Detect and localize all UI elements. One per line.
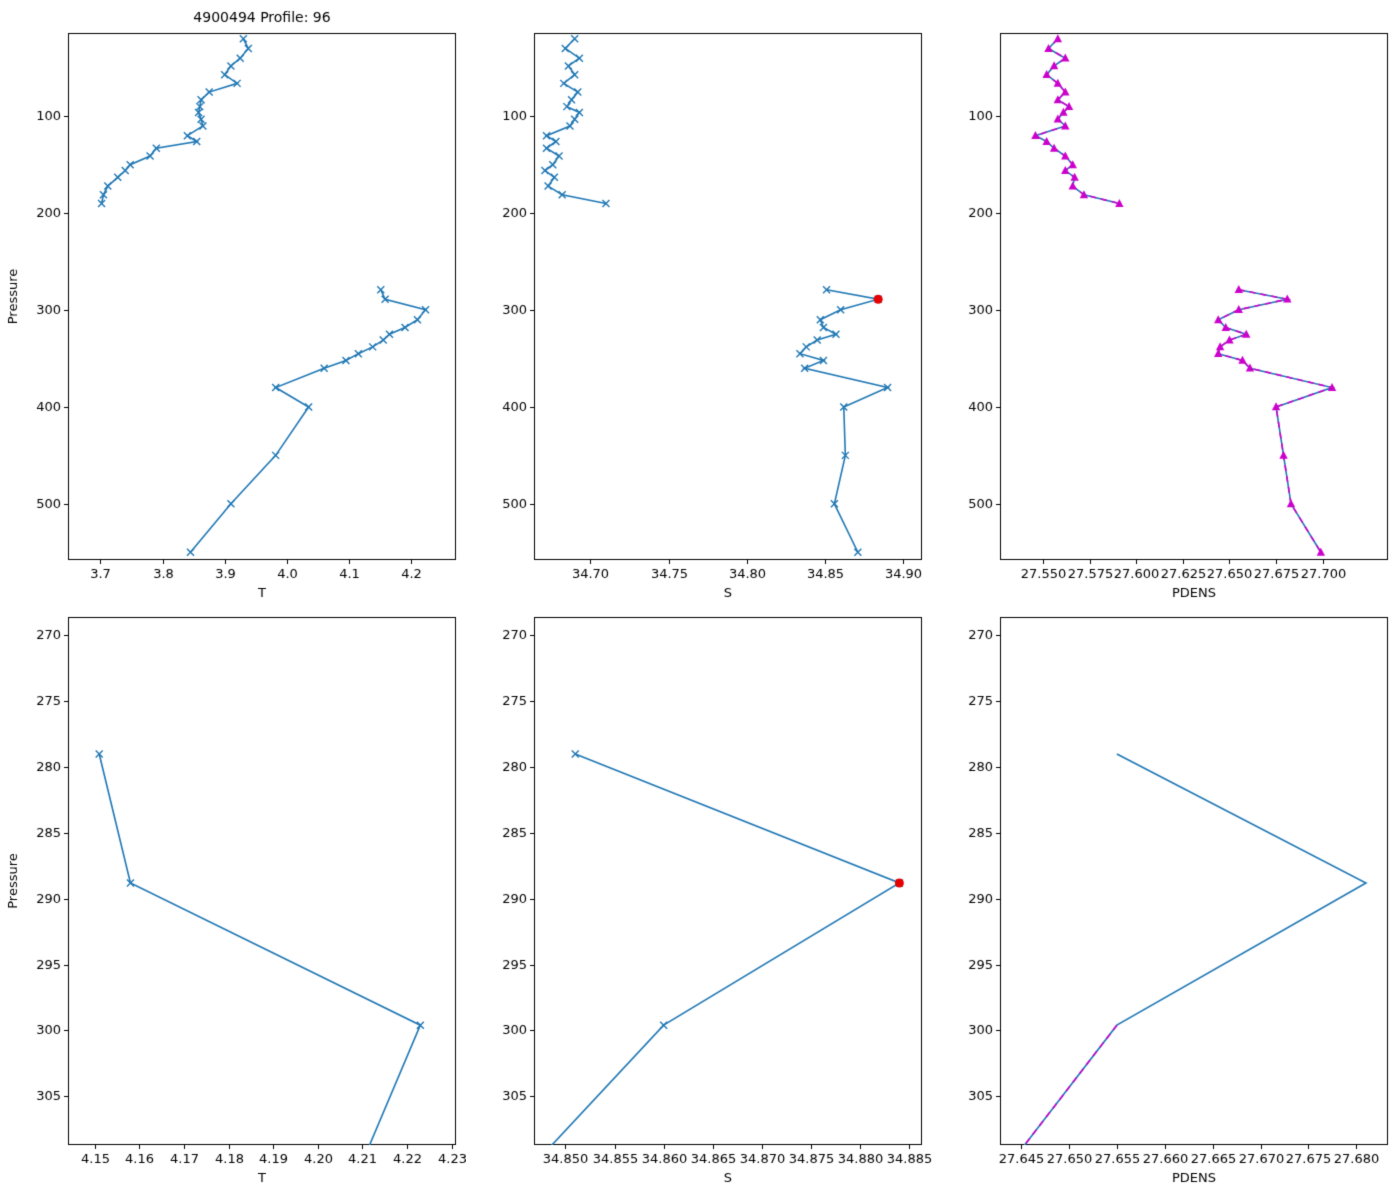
plot-pdens-pressure bbox=[932, 0, 1398, 600]
plot-s-pressure-zoom bbox=[466, 600, 932, 1200]
plot-t-pressure bbox=[0, 0, 466, 600]
plot-pdens-pressure-zoom bbox=[932, 600, 1398, 1200]
plot-s-pressure bbox=[466, 0, 932, 600]
plot-t-pressure-zoom bbox=[0, 600, 466, 1200]
bottom-plot-row bbox=[0, 600, 1400, 1200]
top-plot-row bbox=[0, 0, 1398, 600]
